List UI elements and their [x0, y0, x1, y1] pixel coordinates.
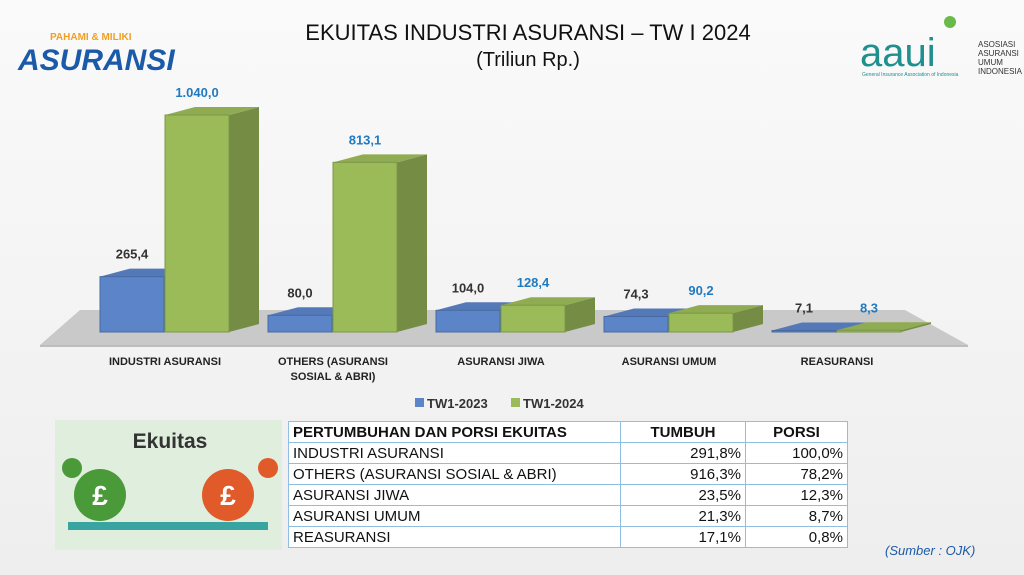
value-label: 90,2 — [688, 283, 713, 298]
legend-swatch — [415, 398, 424, 407]
value-label: 128,4 — [517, 275, 550, 290]
bar-top — [165, 107, 259, 115]
table-cell: 21,3% — [620, 505, 746, 527]
header-cell: TUMBUH — [620, 421, 746, 443]
value-label: 74,3 — [623, 286, 648, 301]
money-bag — [202, 469, 254, 521]
panel-title: Ekuitas — [133, 430, 208, 453]
aaui-english: General Insurance Association of Indones… — [862, 72, 959, 78]
table-cell: 78,2% — [745, 463, 848, 485]
minus-icon — [258, 458, 278, 478]
table-cell: 12,3% — [745, 484, 848, 506]
legend-swatch — [511, 398, 520, 407]
aaui-logo: aaui — [860, 31, 936, 75]
x-tick-label: ASURANSI UMUM — [621, 356, 717, 368]
table-row: INDUSTRI ASURANSI 291,8% 100,0% — [288, 442, 848, 464]
x-tick-label: OTHERS (ASURANSI SOSIAL & ABRI) — [277, 356, 388, 383]
value-label: 7,1 — [795, 301, 813, 316]
logo-dot — [944, 16, 956, 28]
bar-side — [901, 322, 931, 332]
table-cell: INDUSTRI ASURANSI — [288, 442, 621, 464]
table-cell: ASURANSI UMUM — [288, 505, 621, 527]
bar-top — [501, 297, 595, 306]
bar — [771, 330, 837, 333]
logo-word: ASURANSI — [17, 44, 175, 77]
table-cell: 0,8% — [745, 526, 848, 548]
aaui-name: ASOSIASI ASURANSI UMUM INDONESIA — [978, 40, 1023, 76]
table-cell: 291,8% — [620, 442, 746, 464]
legend-label: TW1-2024 — [523, 396, 584, 411]
bar — [99, 276, 165, 333]
bar — [500, 304, 566, 333]
table-cell: REASURANSI — [288, 526, 621, 548]
header-cell: PERTUMBUHAN DAN PORSI EKUITAS — [288, 421, 621, 443]
table-row: OTHERS (ASURANSI SOSIAL & ABRI) 916,3% 78,… — [288, 463, 848, 485]
value-label: 265,4 — [116, 247, 149, 262]
bar-top — [333, 154, 427, 163]
x-tick-label: ASURANSI JIWA — [457, 356, 545, 368]
value-label: 813,1 — [349, 132, 382, 147]
bar — [435, 309, 501, 333]
table-cell: 23,5% — [620, 484, 746, 506]
table-cell: 8,7% — [745, 505, 848, 527]
table-cell: 17,1% — [620, 526, 746, 548]
table-row: ASURANSI JIWA 23,5% 12,3% — [288, 484, 848, 506]
bar-top — [837, 322, 931, 331]
source: (Sumber : OJK) — [885, 543, 975, 558]
bar — [164, 114, 230, 333]
table: PERTUMBUHAN DAN PORSI EKUITAS TUMBUH PORSI… — [288, 421, 848, 548]
x-tick-label: REASURANSI — [800, 356, 874, 368]
money-bag — [74, 469, 126, 521]
bar — [836, 329, 902, 333]
bar — [668, 312, 734, 333]
icon: £ — [220, 480, 236, 511]
bar-side — [397, 154, 427, 332]
table-header: PERTUMBUHAN DAN PORSI EKUITAS TUMBUH PORSI — [288, 421, 848, 443]
table-cell: OTHERS (ASURANSI SOSIAL & ABRI) — [288, 463, 621, 485]
bar-side — [229, 107, 259, 332]
table-cell: 916,3% — [620, 463, 746, 485]
bar — [603, 315, 669, 333]
bar — [332, 161, 398, 333]
plus-icon — [62, 458, 82, 478]
value-label: 8,3 — [860, 300, 878, 315]
bar — [267, 314, 333, 333]
table-row: ASURANSI UMUM 21,3% 8,7% — [288, 505, 848, 527]
bar-side — [733, 305, 763, 332]
value-label: 1.040,0 — [175, 85, 218, 100]
icon: £ — [92, 480, 108, 511]
table-cell: 100,0% — [745, 442, 848, 464]
header-cell: PORSI — [745, 421, 848, 443]
chart-subtitle: (Triliun Rp.) — [476, 49, 580, 71]
value-label: 104,0 — [452, 280, 485, 295]
bar-top — [772, 322, 866, 331]
table-row: REASURANSI 17,1% 0,8% — [288, 526, 848, 548]
chart-title: EKUITAS INDUSTRI ASURANSI – TW I 2024 — [305, 20, 750, 45]
legend-label: TW1-2023 — [427, 396, 488, 411]
bar-top — [669, 305, 763, 314]
value-label: 80,0 — [287, 285, 312, 300]
scale-bar — [68, 522, 268, 530]
bar-side — [565, 297, 595, 332]
table-cell: ASURANSI JIWA — [288, 484, 621, 506]
x-tick-label: INDUSTRI ASURANSI — [108, 356, 222, 368]
logo-tagline: PAHAMI & MILIKI — [50, 32, 132, 43]
